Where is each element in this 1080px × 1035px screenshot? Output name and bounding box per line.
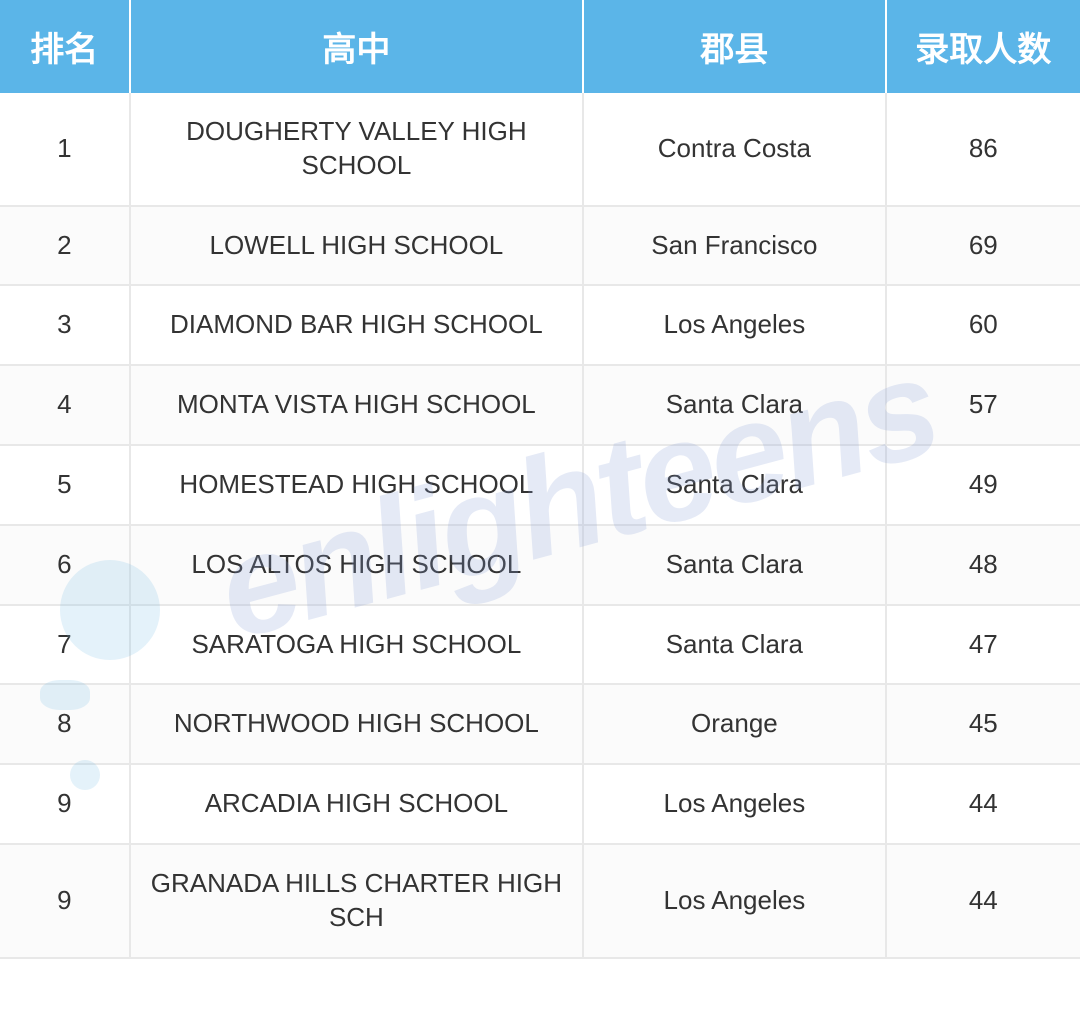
cell-county: San Francisco (583, 206, 885, 286)
cell-count: 45 (886, 684, 1080, 764)
ranking-table: 排名 高中 郡县 录取人数 1 DOUGHERTY VALLEY HIGH SC… (0, 0, 1080, 959)
cell-count: 60 (886, 285, 1080, 365)
cell-school: MONTA VISTA HIGH SCHOOL (130, 365, 584, 445)
cell-county: Santa Clara (583, 365, 885, 445)
cell-school: GRANADA HILLS CHARTER HIGH SCH (130, 844, 584, 958)
cell-count: 47 (886, 605, 1080, 685)
table-row: 8 NORTHWOOD HIGH SCHOOL Orange 45 (0, 684, 1080, 764)
cell-school: DIAMOND BAR HIGH SCHOOL (130, 285, 584, 365)
table-row: 5 HOMESTEAD HIGH SCHOOL Santa Clara 49 (0, 445, 1080, 525)
cell-county: Santa Clara (583, 445, 885, 525)
ranking-table-container: 排名 高中 郡县 录取人数 1 DOUGHERTY VALLEY HIGH SC… (0, 0, 1080, 959)
cell-rank: 4 (0, 365, 130, 445)
cell-school: LOWELL HIGH SCHOOL (130, 206, 584, 286)
cell-rank: 5 (0, 445, 130, 525)
cell-school: HOMESTEAD HIGH SCHOOL (130, 445, 584, 525)
cell-school: NORTHWOOD HIGH SCHOOL (130, 684, 584, 764)
cell-rank: 9 (0, 844, 130, 958)
cell-school: ARCADIA HIGH SCHOOL (130, 764, 584, 844)
table-row: 6 LOS ALTOS HIGH SCHOOL Santa Clara 48 (0, 525, 1080, 605)
cell-rank: 8 (0, 684, 130, 764)
cell-school: LOS ALTOS HIGH SCHOOL (130, 525, 584, 605)
header-count: 录取人数 (886, 0, 1080, 93)
cell-count: 69 (886, 206, 1080, 286)
cell-count: 44 (886, 764, 1080, 844)
cell-county: Santa Clara (583, 605, 885, 685)
cell-county: Los Angeles (583, 844, 885, 958)
cell-count: 48 (886, 525, 1080, 605)
table-row: 1 DOUGHERTY VALLEY HIGH SCHOOL Contra Co… (0, 93, 1080, 206)
table-row: 7 SARATOGA HIGH SCHOOL Santa Clara 47 (0, 605, 1080, 685)
cell-count: 57 (886, 365, 1080, 445)
cell-county: Los Angeles (583, 285, 885, 365)
cell-rank: 9 (0, 764, 130, 844)
table-body: 1 DOUGHERTY VALLEY HIGH SCHOOL Contra Co… (0, 93, 1080, 958)
cell-county: Santa Clara (583, 525, 885, 605)
cell-school: SARATOGA HIGH SCHOOL (130, 605, 584, 685)
header-school: 高中 (130, 0, 584, 93)
cell-county: Contra Costa (583, 93, 885, 206)
cell-rank: 2 (0, 206, 130, 286)
cell-count: 49 (886, 445, 1080, 525)
table-row: 9 ARCADIA HIGH SCHOOL Los Angeles 44 (0, 764, 1080, 844)
table-row: 4 MONTA VISTA HIGH SCHOOL Santa Clara 57 (0, 365, 1080, 445)
cell-rank: 7 (0, 605, 130, 685)
table-row: 3 DIAMOND BAR HIGH SCHOOL Los Angeles 60 (0, 285, 1080, 365)
table-row: 9 GRANADA HILLS CHARTER HIGH SCH Los Ang… (0, 844, 1080, 958)
cell-count: 44 (886, 844, 1080, 958)
table-row: 2 LOWELL HIGH SCHOOL San Francisco 69 (0, 206, 1080, 286)
cell-county: Orange (583, 684, 885, 764)
cell-count: 86 (886, 93, 1080, 206)
cell-rank: 3 (0, 285, 130, 365)
cell-rank: 6 (0, 525, 130, 605)
table-header-row: 排名 高中 郡县 录取人数 (0, 0, 1080, 93)
cell-county: Los Angeles (583, 764, 885, 844)
cell-rank: 1 (0, 93, 130, 206)
cell-school: DOUGHERTY VALLEY HIGH SCHOOL (130, 93, 584, 206)
header-rank: 排名 (0, 0, 130, 93)
header-county: 郡县 (583, 0, 885, 93)
